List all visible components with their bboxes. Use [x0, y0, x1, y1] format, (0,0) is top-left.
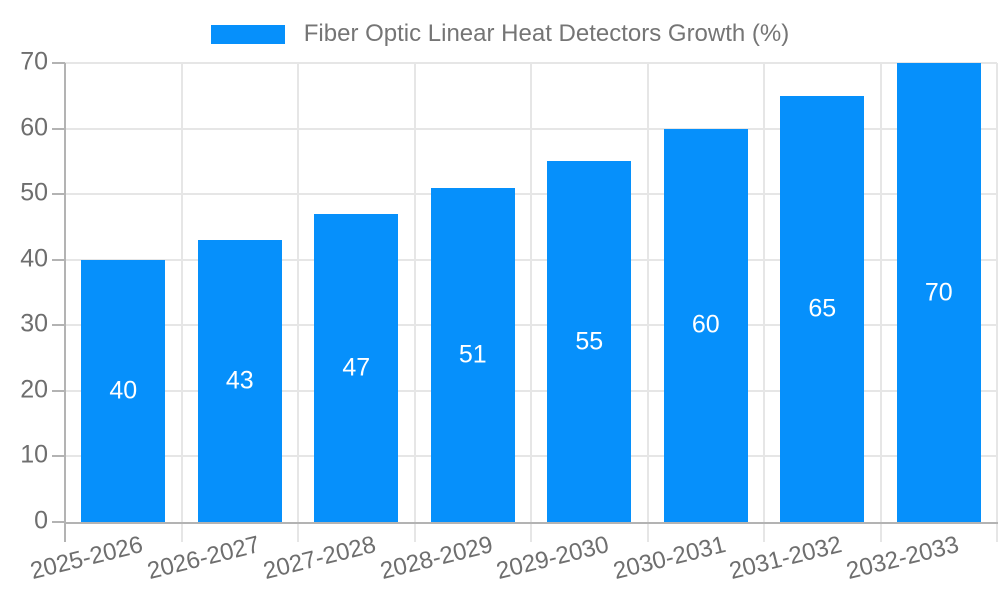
v-gridline [996, 63, 998, 542]
y-axis-tick [52, 389, 65, 392]
v-gridline [879, 63, 882, 542]
y-axis-label: 30 [20, 309, 48, 338]
v-gridline [763, 63, 765, 542]
y-axis-tick [52, 193, 65, 196]
legend-item[interactable]: Fiber Optic Linear Heat Detectors Growth… [0, 20, 1000, 48]
v-gridline [530, 63, 532, 542]
y-axis-label: 10 [20, 440, 48, 469]
y-axis-label: 20 [20, 375, 48, 404]
bar[interactable]: 55 [547, 161, 632, 522]
bar[interactable]: 60 [663, 128, 748, 522]
bar[interactable]: 43 [197, 240, 282, 522]
y-axis-label: 70 [20, 47, 48, 76]
y-axis-tick [52, 521, 65, 523]
y-axis-label: 50 [20, 178, 48, 207]
y-axis-tick [52, 127, 65, 130]
bar[interactable]: 70 [896, 63, 981, 522]
legend-label: Fiber Optic Linear Heat Detectors Growth… [303, 20, 790, 47]
bar[interactable]: 51 [430, 187, 515, 522]
v-gridline [413, 63, 416, 542]
y-axis-tick [52, 62, 65, 64]
bar-value-label: 65 [808, 294, 837, 323]
y-axis-tick [52, 455, 65, 458]
y-axis-label: 40 [20, 244, 48, 273]
legend-swatch-icon [210, 24, 285, 44]
bar-value-label: 55 [575, 327, 604, 356]
bar-value-label: 70 [924, 278, 953, 306]
bar[interactable]: 47 [314, 213, 399, 522]
v-gridline [180, 63, 183, 542]
bar-value-label: 47 [342, 353, 371, 382]
y-axis-label: 60 [20, 112, 48, 141]
y-axis-tick [52, 258, 65, 261]
bar-value-label: 43 [225, 366, 254, 395]
bar-value-label: 40 [109, 376, 138, 405]
bar-value-label: 51 [458, 340, 487, 369]
v-gridline [646, 63, 649, 542]
y-axis-line [64, 63, 66, 542]
bar[interactable]: 40 [81, 259, 166, 522]
bar-value-label: 60 [691, 310, 720, 339]
y-axis-tick [52, 324, 65, 327]
bar[interactable]: 65 [780, 95, 865, 522]
y-axis-label: 0 [34, 506, 48, 535]
v-gridline [297, 63, 299, 542]
x-axis-line [64, 522, 998, 524]
